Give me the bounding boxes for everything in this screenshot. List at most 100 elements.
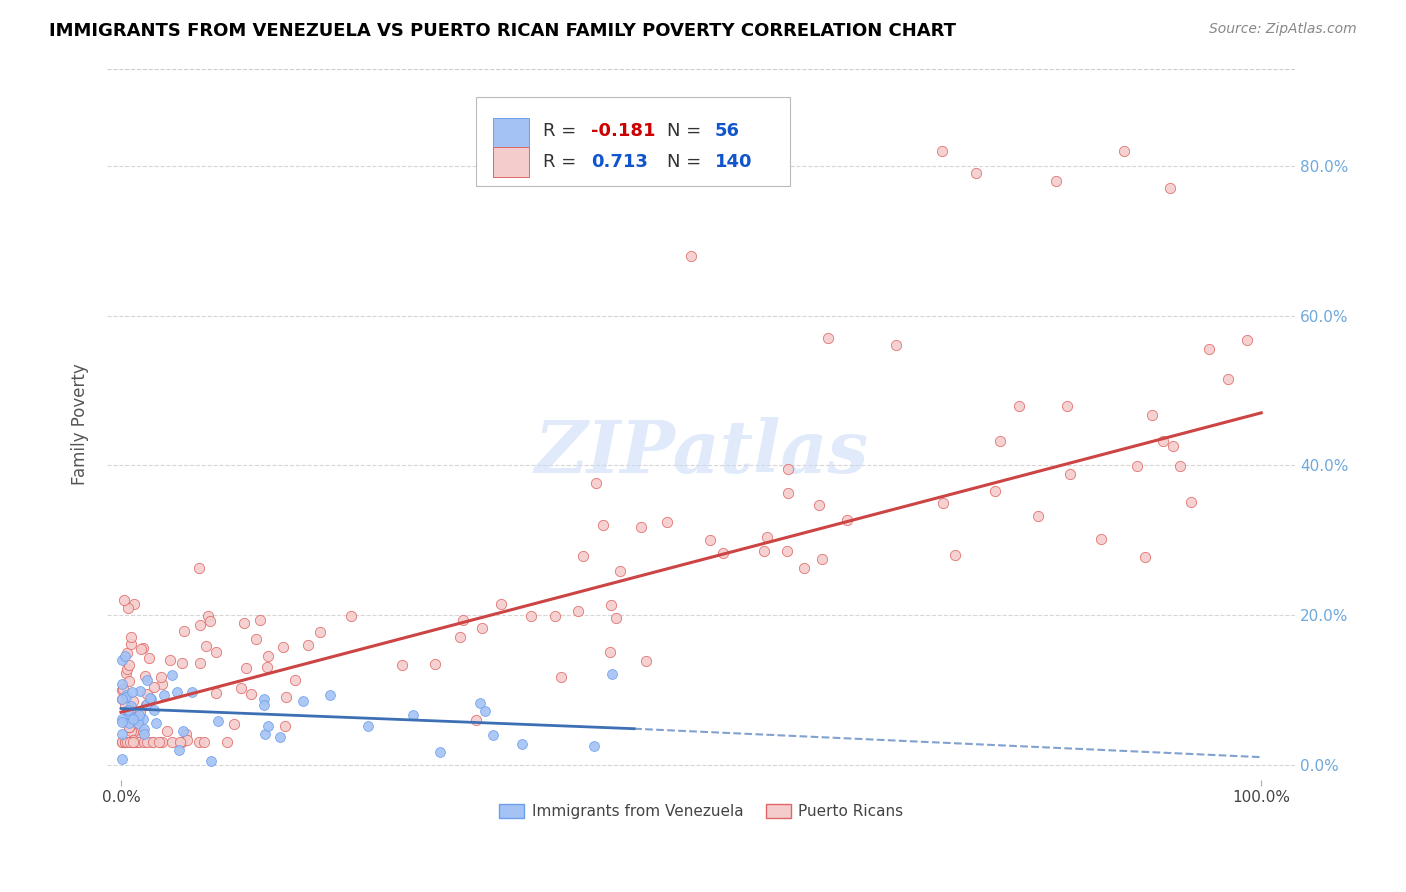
Point bbox=[139, 692, 162, 706]
Point bbox=[132, 735, 155, 749]
Point bbox=[118, 673, 141, 688]
Point bbox=[150, 670, 173, 684]
Point bbox=[249, 613, 271, 627]
Point bbox=[817, 331, 839, 345]
Point bbox=[1045, 174, 1067, 188]
Point bbox=[169, 735, 191, 749]
Point bbox=[121, 735, 143, 749]
Point bbox=[984, 483, 1007, 498]
Point bbox=[793, 561, 815, 575]
Point bbox=[132, 640, 155, 655]
Text: -0.181: -0.181 bbox=[591, 122, 655, 140]
Point bbox=[807, 498, 830, 512]
Point bbox=[128, 707, 150, 722]
Point bbox=[1159, 181, 1181, 195]
Text: 140: 140 bbox=[714, 153, 752, 171]
Point bbox=[135, 697, 157, 711]
Point bbox=[174, 727, 197, 741]
Point bbox=[114, 735, 136, 749]
Text: N =: N = bbox=[666, 122, 707, 140]
Point bbox=[253, 698, 276, 712]
Point bbox=[145, 715, 167, 730]
Point bbox=[118, 657, 141, 672]
Point bbox=[117, 715, 139, 730]
Point bbox=[1152, 434, 1174, 449]
Y-axis label: Family Poverty: Family Poverty bbox=[72, 363, 89, 485]
Point bbox=[132, 712, 155, 726]
Point bbox=[118, 707, 141, 722]
Point bbox=[269, 730, 291, 744]
Point bbox=[111, 735, 134, 749]
Point bbox=[232, 615, 254, 630]
Point bbox=[592, 518, 614, 533]
Point bbox=[125, 735, 148, 749]
Point bbox=[129, 705, 152, 719]
Point bbox=[297, 638, 319, 652]
Point bbox=[117, 735, 139, 749]
Legend: Immigrants from Venezuela, Puerto Ricans: Immigrants from Venezuela, Puerto Ricans bbox=[494, 797, 910, 825]
Point bbox=[837, 513, 859, 527]
Point bbox=[111, 692, 134, 706]
Point bbox=[489, 597, 512, 611]
Point bbox=[187, 735, 209, 749]
Point bbox=[125, 710, 148, 724]
Point bbox=[482, 728, 505, 742]
Point bbox=[188, 656, 211, 670]
Point bbox=[630, 520, 652, 534]
Point bbox=[585, 476, 607, 491]
Point bbox=[135, 673, 157, 687]
Point bbox=[602, 667, 624, 681]
Point bbox=[122, 725, 145, 739]
Text: N =: N = bbox=[666, 153, 707, 171]
Point bbox=[135, 698, 157, 712]
Point bbox=[173, 624, 195, 638]
Point bbox=[932, 496, 955, 510]
Point bbox=[136, 735, 159, 749]
Point bbox=[120, 699, 142, 714]
Point bbox=[115, 662, 138, 676]
Point bbox=[122, 735, 145, 749]
Point bbox=[187, 561, 209, 575]
Point bbox=[239, 687, 262, 701]
Point bbox=[1216, 371, 1239, 385]
Point bbox=[129, 642, 152, 657]
Point bbox=[120, 637, 142, 651]
Point bbox=[699, 533, 721, 548]
Point bbox=[193, 735, 215, 749]
Point bbox=[1236, 333, 1258, 347]
Point bbox=[181, 685, 204, 699]
Point bbox=[111, 677, 134, 691]
Point bbox=[134, 669, 156, 683]
Point bbox=[811, 552, 834, 566]
Text: 56: 56 bbox=[714, 122, 740, 140]
Point bbox=[121, 735, 143, 749]
Text: Source: ZipAtlas.com: Source: ZipAtlas.com bbox=[1209, 22, 1357, 37]
Point bbox=[1168, 458, 1191, 473]
Point bbox=[231, 681, 253, 696]
Point bbox=[599, 645, 621, 659]
Point bbox=[117, 710, 139, 724]
Point bbox=[148, 735, 170, 749]
Point bbox=[1114, 144, 1136, 158]
Point bbox=[754, 544, 776, 558]
Point bbox=[114, 648, 136, 663]
Point bbox=[132, 725, 155, 739]
Point bbox=[111, 727, 134, 741]
Point bbox=[141, 735, 163, 749]
Point bbox=[931, 144, 953, 158]
Point bbox=[197, 609, 219, 624]
Point bbox=[162, 735, 184, 749]
Point bbox=[115, 690, 138, 704]
Point bbox=[512, 738, 534, 752]
Point bbox=[609, 564, 631, 578]
Point bbox=[1026, 508, 1049, 523]
Point bbox=[636, 654, 658, 668]
Point bbox=[167, 743, 190, 757]
Text: 0.713: 0.713 bbox=[591, 153, 648, 171]
Point bbox=[117, 600, 139, 615]
Point bbox=[121, 630, 143, 644]
Point bbox=[1198, 343, 1220, 357]
FancyBboxPatch shape bbox=[475, 97, 790, 186]
Point bbox=[1180, 494, 1202, 508]
Point bbox=[291, 694, 314, 708]
